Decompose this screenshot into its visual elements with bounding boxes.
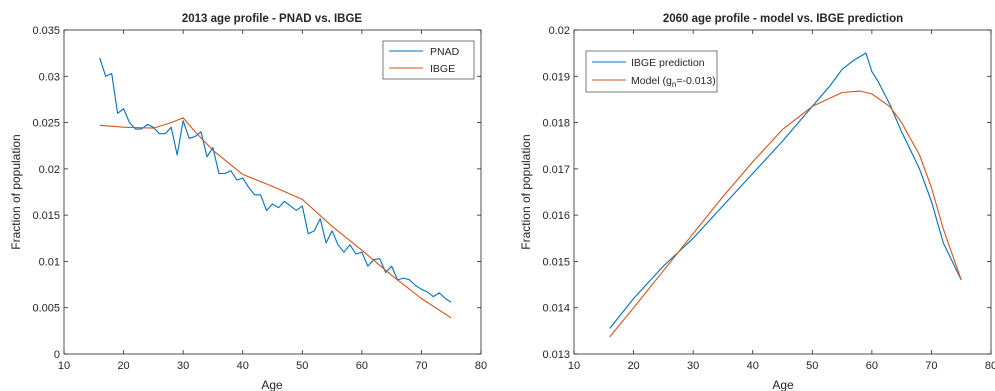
left-plot-title: 2013 age profile - PNAD vs. IBGE: [182, 13, 363, 25]
right-legend-box: [585, 50, 718, 93]
left-y-tick-label: 0.015: [32, 210, 60, 222]
right-x-tick-label: 80: [985, 360, 995, 372]
right-y-axis-label: Fraction of population: [519, 134, 533, 249]
right-x-tick-label: 40: [747, 360, 759, 372]
legend-label-ibge-prediction: IBGE prediction: [631, 57, 705, 69]
left-y-tick-label: 0.035: [32, 25, 60, 37]
left-plot: 2013 age profile - PNAD vs. IBGE 10 20 30 4…: [9, 13, 487, 391]
left-x-tick-label: 70: [415, 360, 427, 372]
left-x-tick-label: 60: [356, 360, 368, 372]
legend-label-model-subscript: n: [672, 80, 676, 89]
right-y-tick-label: 0.013: [542, 349, 570, 361]
legend-label-model-main: Model (g: [631, 75, 672, 87]
left-x-tick-label: 30: [177, 360, 189, 372]
legend-label-model: Model (gn=-0.013): [631, 75, 716, 89]
left-y-tick-label: 0.01: [39, 256, 60, 268]
left-y-tick-label: 0.005: [32, 303, 60, 315]
right-y-tick-label: 0.014: [542, 303, 570, 315]
legend-label-pnad: PNAD: [430, 46, 460, 58]
legend-label-model-tail: =-0.013): [676, 75, 715, 87]
right-x-tick-label: 70: [925, 360, 937, 372]
left-legend: PNAD IBGE: [382, 40, 475, 80]
right-y-tick-label: 0.016: [542, 210, 570, 222]
left-x-tick-label: 10: [58, 360, 70, 372]
left-y-tick-label: 0: [54, 349, 60, 361]
left-y-axis-label: Fraction of population: [9, 134, 23, 249]
left-legend-box: [382, 40, 475, 80]
right-y-tick-label: 0.015: [542, 256, 570, 268]
right-series-line-0: [609, 52, 962, 329]
left-y-tick-label: 0.03: [39, 71, 60, 83]
right-x-axis-label: Age: [772, 378, 794, 391]
right-legend: IBGE prediction Model (gn=-0.013): [585, 50, 718, 93]
right-series-line-1: [609, 90, 962, 338]
left-x-tick-label: 40: [237, 360, 249, 372]
left-x-tick-label: 20: [117, 360, 129, 372]
right-plot-title: 2060 age profile - model vs. IBGE predic…: [663, 13, 903, 25]
right-x-tick-label: 50: [806, 360, 818, 372]
right-x-tick-label: 30: [687, 360, 699, 372]
left-y-tick-label: 0.025: [32, 118, 60, 130]
left-series-line-0: [99, 57, 452, 303]
left-series-line-1: [99, 117, 452, 319]
legend-label-ibge: IBGE: [430, 63, 455, 75]
left-y-tick-label: 0.02: [39, 164, 60, 176]
left-x-tick-label: 80: [475, 360, 487, 372]
left-series-layer: [99, 57, 452, 319]
left-ticks-layer: 10 20 30 40 50 60 70 80 0 0.005 0.01 0.015 0.02 0.025…: [32, 25, 487, 372]
right-y-tick-label: 0.02: [549, 25, 570, 37]
right-ticks-layer: 10 20 30 40 50 60 70 80 0.013 0.014 0.015 0.016 0.01…: [542, 25, 995, 372]
right-x-tick-label: 60: [866, 360, 878, 372]
right-y-tick-label: 0.019: [542, 71, 570, 83]
right-x-tick-label: 20: [627, 360, 639, 372]
right-y-tick-label: 0.017: [542, 164, 570, 176]
left-x-tick-label: 50: [296, 360, 308, 372]
left-axes-box: [63, 29, 482, 355]
left-x-axis-label: Age: [261, 378, 283, 391]
right-plot: 2060 age profile - model vs. IBGE predic…: [519, 13, 995, 391]
right-y-tick-label: 0.018: [542, 118, 570, 130]
right-series-layer: [609, 52, 962, 338]
right-x-tick-label: 10: [568, 360, 580, 372]
